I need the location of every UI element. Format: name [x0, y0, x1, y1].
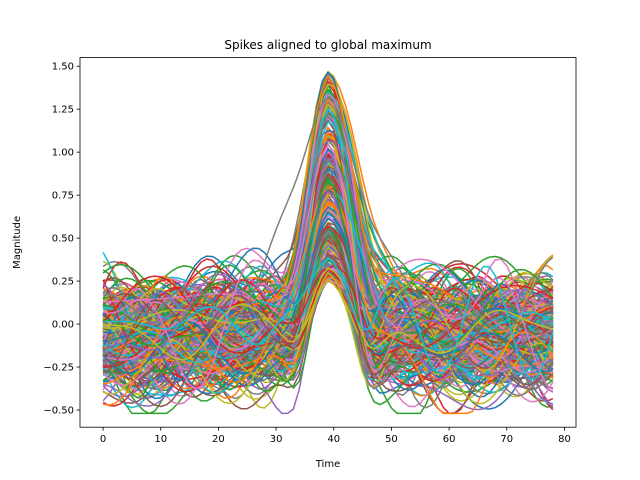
- spike-trace: [102, 228, 554, 376]
- x-tick-label: 80: [558, 434, 571, 445]
- x-axis-label: Time: [315, 459, 340, 470]
- spike-trace: [102, 177, 554, 370]
- spike-trace: [102, 198, 554, 411]
- y-tick-label: −0.50: [43, 406, 74, 417]
- traces-group: [102, 70, 554, 415]
- x-tick-label: 10: [154, 434, 167, 445]
- spike-trace: [102, 258, 554, 406]
- x-tick-label: 50: [385, 434, 398, 445]
- y-tick-label: −0.25: [43, 363, 74, 374]
- y-tick-label: 0.25: [52, 277, 74, 288]
- chart-title: Spikes aligned to global maximum: [224, 38, 431, 52]
- y-tick-label: 0.00: [52, 320, 74, 331]
- spike-trace: [103, 257, 554, 380]
- x-tick-label: 70: [500, 434, 513, 445]
- spike-trace: [103, 96, 554, 331]
- spike-trace: [103, 267, 554, 361]
- spike-trace: [102, 180, 554, 415]
- spike-trace: [102, 138, 554, 364]
- y-tick-label: 1.50: [52, 62, 74, 73]
- spike-trace: [103, 258, 554, 339]
- y-axis-ticks: −0.50 −0.25 0.00 0.25 0.50 0.75 1.00 1.25 1.50: [43, 62, 80, 417]
- spike-trace: [102, 117, 554, 405]
- spike-trace: [102, 274, 554, 386]
- x-axis-ticks: 0 10 20 30 40 50 60 70 80: [100, 427, 571, 445]
- y-tick-label: 0.75: [52, 191, 74, 202]
- y-axis-label: Magnitude: [12, 216, 23, 269]
- x-tick-label: 40: [327, 434, 340, 445]
- spike-trace: [102, 110, 554, 351]
- spike-trace: [102, 93, 554, 374]
- spike-trace: [102, 175, 554, 408]
- y-tick-label: 1.00: [52, 148, 74, 159]
- spike-trace: [103, 255, 554, 372]
- spike-trace: [102, 158, 554, 344]
- spike-trace: [102, 143, 554, 391]
- y-tick-label: 0.50: [52, 234, 74, 245]
- spike-trace: [102, 140, 553, 377]
- x-tick-label: 0: [100, 434, 106, 445]
- spike-trace: [102, 185, 554, 366]
- spike-trace: [102, 186, 554, 415]
- plot-frame: [79, 57, 577, 428]
- x-tick-label: 60: [443, 434, 456, 445]
- x-tick-label: 30: [270, 434, 283, 445]
- y-tick-label: 1.25: [52, 105, 74, 116]
- spike-trace: [102, 272, 554, 405]
- x-tick-label: 20: [212, 434, 225, 445]
- spike-trace: [102, 276, 554, 369]
